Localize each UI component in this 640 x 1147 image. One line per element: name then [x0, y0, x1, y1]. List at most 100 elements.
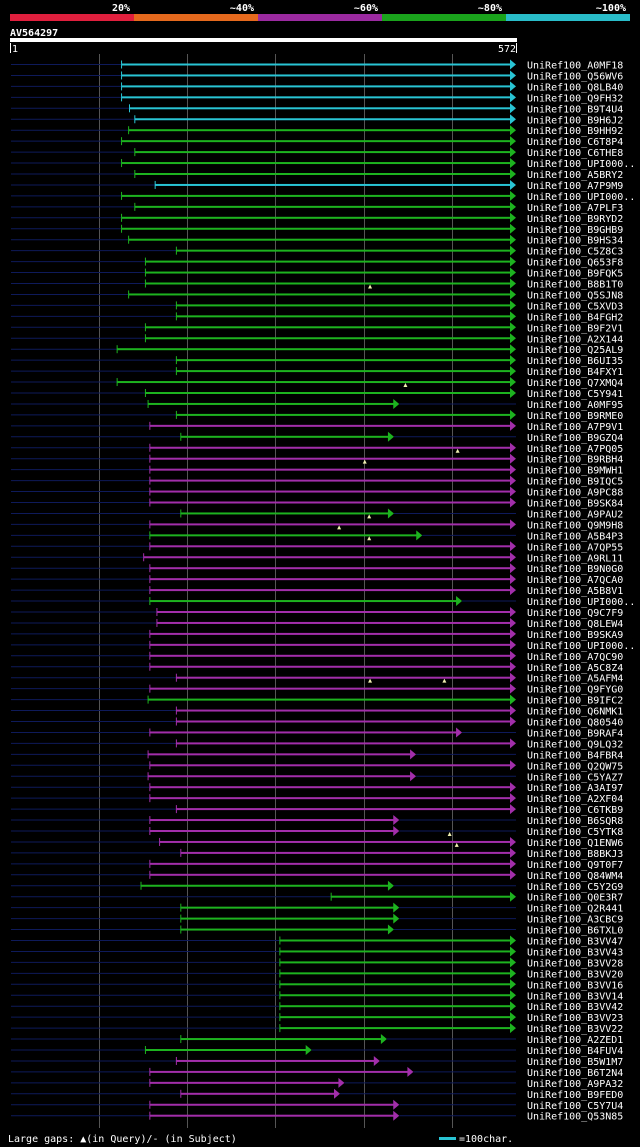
alignment-row: UniRef100_Q9M9H8: [11, 514, 623, 531]
hit-bar: [176, 709, 511, 712]
alignment-row: UniRef100_Q5SJN8: [11, 284, 623, 301]
alignment-row: UniRef100_A7QC90: [11, 650, 623, 663]
hit-bar: [176, 808, 511, 811]
hit-label: UniRef100_B6T2N4: [527, 1068, 623, 1079]
hit-bar: [149, 545, 511, 548]
alignment-row: UniRef100_A2ZED1: [11, 1034, 623, 1046]
hit-bar: [134, 118, 511, 121]
hit-label: UniRef100_B9IFC2: [527, 696, 623, 707]
alignment-row: UniRef100_B3VV47: [11, 935, 623, 948]
hit-arrow: [510, 979, 516, 990]
hit-bar: [145, 271, 511, 274]
hit-label: UniRef100_B6TXL0: [527, 926, 623, 937]
hit-label: UniRef100_B9GZQ4: [527, 433, 623, 444]
hit-label: UniRef100_Q653F8: [527, 258, 623, 269]
hit-label: UniRef100_UPI000..: [527, 641, 635, 652]
hit-bar: [149, 534, 418, 537]
hit-bar: [149, 830, 395, 832]
alignment-row: UniRef100_Q25AL9: [11, 344, 623, 356]
hit-bar: [149, 654, 511, 657]
alignment-row: UniRef100_A7P9V1: [11, 420, 623, 433]
hit-label: UniRef100_Q2QW75: [527, 761, 623, 772]
hit-arrow: [510, 836, 516, 847]
alignment-row: UniRef100_Q8LB40: [11, 81, 623, 93]
hit-bar: [180, 851, 511, 854]
alignment-rows: UniRef100_A0MF18UniRef100_Q56WV6UniRef10…: [11, 59, 635, 1123]
hit-bar: [121, 216, 511, 219]
hit-arrow: [510, 125, 516, 136]
alignment-row: UniRef100_A9PAU2: [11, 508, 623, 520]
hit-label: UniRef100_B3VV43: [527, 947, 623, 958]
alignment-row: UniRef100_Q9FYG0: [11, 678, 623, 696]
hit-arrow: [510, 201, 516, 212]
query-gap-marker: [367, 514, 372, 519]
hit-bar: [149, 1070, 409, 1073]
hit-bar: [128, 238, 512, 241]
hit-label: UniRef100_C6TKB9: [527, 805, 623, 816]
hit-label: UniRef100_A0MF95: [527, 400, 623, 411]
hit-label: UniRef100_B9FQK5: [527, 269, 623, 280]
alignment-row: UniRef100_A0MF95: [11, 398, 623, 411]
hit-bar: [279, 1005, 511, 1008]
hit-label: UniRef100_UPI000..: [527, 159, 635, 170]
alignment-row: UniRef100_B9RYD2: [11, 212, 623, 225]
scale-label: ~60%: [354, 3, 378, 14]
hit-label: UniRef100_Q84WM4: [527, 871, 623, 882]
hit-label: UniRef100_Q8LEW4: [527, 619, 623, 630]
hit-label: UniRef100_C5YAZ7: [527, 772, 623, 783]
hit-bar: [121, 74, 511, 77]
hit-arrow: [510, 782, 516, 793]
hit-bar: [129, 107, 511, 110]
identity-scale-bar: 20% ~40% ~60% ~80% ~100%: [10, 3, 630, 21]
hit-label: UniRef100_B3VV20: [527, 969, 623, 980]
hit-label: UniRef100_A5B8V1: [527, 586, 623, 597]
hit-label: UniRef100_Q6NMK1: [527, 707, 623, 718]
alignment-row: UniRef100_Q8LEW4: [11, 617, 623, 630]
alignment-row: UniRef100_Q1ENW6: [11, 831, 623, 849]
alignment-row: UniRef100_A7QCA0: [11, 574, 623, 586]
hit-label: UniRef100_B3VV22: [527, 1024, 623, 1035]
hit-arrow: [510, 585, 516, 596]
hit-arrow: [510, 563, 516, 574]
hit-bar: [149, 731, 458, 734]
hit-bar: [117, 348, 511, 351]
hit-arrow: [510, 114, 516, 125]
hit-arrow: [510, 92, 516, 103]
hit-bar: [176, 1059, 375, 1062]
hit-bar: [148, 698, 512, 701]
alignment-row: UniRef100_C6T8P4: [11, 136, 623, 148]
alignment-row: UniRef100_B9RAF4: [11, 727, 623, 739]
hit-arrow: [393, 913, 400, 924]
scale-segment: [10, 14, 134, 21]
alignment-row: UniRef100_B4FGH2: [11, 311, 623, 323]
hit-label: UniRef100_B4FUV4: [527, 1046, 623, 1057]
hit-arrow: [510, 190, 516, 201]
hit-arrow: [510, 968, 516, 979]
hit-label: UniRef100_B9HH92: [527, 126, 623, 137]
hit-bar: [149, 1103, 395, 1106]
hit-arrow: [373, 1055, 380, 1066]
hit-label: UniRef100_Q56WV6: [527, 71, 623, 82]
hit-arrow: [393, 1099, 400, 1110]
alignment-row: UniRef100_B9F2V1: [11, 322, 623, 334]
hit-bar: [149, 468, 511, 471]
hit-arrow: [334, 1088, 341, 1099]
alignment-row: UniRef100_A5C8Z4: [11, 661, 623, 674]
hit-label: UniRef100_B9RYD2: [527, 214, 623, 225]
hit-label: UniRef100_A3CBC9: [527, 915, 623, 926]
hit-arrow: [510, 70, 516, 81]
hit-bar: [145, 326, 511, 329]
hit-arrow: [510, 1001, 516, 1012]
scale-label: 20%: [112, 3, 130, 14]
hit-arrow: [510, 464, 516, 475]
hit-arrow: [510, 738, 516, 749]
alignment-row: UniRef100_B9GHB9: [11, 223, 623, 236]
alignment-row: UniRef100_B9SK84: [11, 497, 623, 510]
query-start-label: 1: [12, 44, 18, 55]
scale-segment: [506, 14, 630, 21]
alignment-row: UniRef100_A3AI97: [11, 782, 623, 794]
hit-arrow: [393, 398, 400, 409]
alignment-row: UniRef100_A9PA32: [11, 1077, 623, 1090]
hit-bar: [121, 194, 511, 197]
